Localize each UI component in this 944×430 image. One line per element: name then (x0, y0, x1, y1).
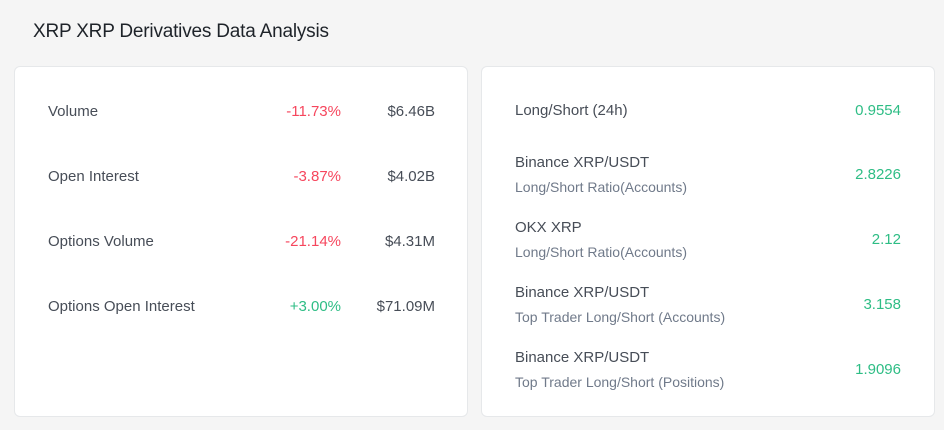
metric-value: $4.02B (387, 168, 435, 185)
ratio-sublabel: Top Trader Long/Short (Positions) (515, 374, 725, 390)
metric-change: +3.00% (289, 298, 341, 315)
ratio-label: Binance XRP/USDT (515, 284, 650, 301)
page-title: XRP XRP Derivatives Data Analysis (33, 21, 329, 42)
ratio-value: 0.9554 (855, 102, 901, 119)
metric-label: Options Open Interest (48, 298, 195, 315)
metric-value: $6.46B (387, 103, 435, 120)
metric-row-open-interest: Open Interest -3.87% $4.02B (15, 165, 467, 189)
ratio-row-binance-top-trader-accounts: Binance XRP/USDT Top Trader Long/Short (… (482, 284, 934, 334)
ratio-value: 2.8226 (855, 166, 901, 183)
ratio-value: 3.158 (863, 296, 901, 313)
ratio-value: 2.12 (871, 231, 901, 248)
metric-row-volume: Volume -11.73% $6.46B (15, 100, 467, 124)
ratio-row-long-short-24h: Long/Short (24h) 0.9554 (482, 102, 934, 152)
ratio-value: 1.9096 (855, 361, 901, 378)
ratio-label: Binance XRP/USDT (515, 154, 650, 171)
ratio-label: OKX XRP (515, 219, 582, 236)
metric-change: -3.87% (293, 168, 341, 185)
ratio-label: Binance XRP/USDT (515, 349, 650, 366)
metric-change: -21.14% (285, 233, 341, 250)
metric-change: -11.73% (286, 103, 341, 120)
ratio-row-binance-top-trader-positions: Binance XRP/USDT Top Trader Long/Short (… (482, 349, 934, 399)
market-metrics-card: Volume -11.73% $6.46B Open Interest -3.8… (14, 66, 468, 417)
metric-value: $71.09M (376, 298, 435, 315)
ratio-sublabel: Top Trader Long/Short (Accounts) (515, 309, 726, 325)
ratio-row-binance-accounts: Binance XRP/USDT Long/Short Ratio(Accoun… (482, 154, 934, 204)
metric-label: Options Volume (48, 233, 154, 250)
ratio-sublabel: Long/Short Ratio(Accounts) (515, 179, 687, 195)
ratio-row-okx-accounts: OKX XRP Long/Short Ratio(Accounts) 2.12 (482, 219, 934, 269)
metric-label: Volume (48, 103, 99, 120)
long-short-ratios-card: Long/Short (24h) 0.9554 Binance XRP/USDT… (481, 66, 935, 417)
metric-label: Open Interest (48, 168, 139, 185)
metric-value: $4.31M (384, 233, 435, 250)
ratio-label: Long/Short (24h) (515, 102, 628, 119)
ratio-sublabel: Long/Short Ratio(Accounts) (515, 244, 687, 260)
metric-row-options-volume: Options Volume -21.14% $4.31M (15, 230, 467, 254)
metric-row-options-open-interest: Options Open Interest +3.00% $71.09M (15, 295, 467, 319)
